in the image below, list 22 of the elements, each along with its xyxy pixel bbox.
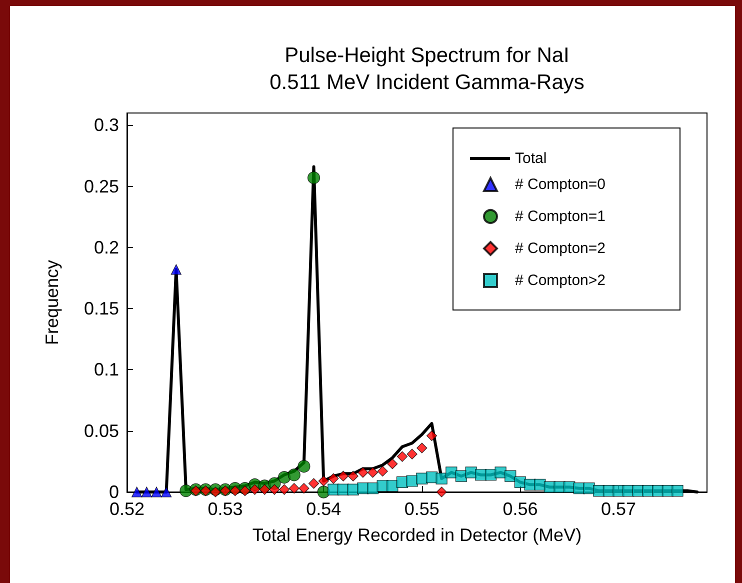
y-tick-label: 0.1 <box>94 360 119 380</box>
y-tick-label: 0.25 <box>84 176 119 196</box>
legend-label: # Compton>2 <box>515 272 606 289</box>
y-tick-label: 0.05 <box>84 420 119 441</box>
x-tick-label: 0.56 <box>502 499 538 519</box>
x-tick-label: 0.52 <box>109 499 145 519</box>
x-tick-label: 0.57 <box>601 499 636 519</box>
legend-label: Total <box>515 150 547 167</box>
legend-label: # Compton=0 <box>515 176 606 193</box>
legend-label: # Compton=1 <box>515 208 606 225</box>
legend-label: # Compton=2 <box>515 240 606 257</box>
chart-title: Pulse-Height Spectrum for NaI <box>284 44 570 67</box>
chart-subtitle: 0.511 MeV Incident Gamma-Rays <box>270 71 584 94</box>
y-tick-label: 0.15 <box>84 298 119 319</box>
y-axis-title: Frequency <box>42 260 62 346</box>
y-tick-label: 0 <box>108 482 119 502</box>
y-tick-label: 0.2 <box>94 237 119 258</box>
x-tick-label: 0.54 <box>306 499 342 519</box>
x-tick-label: 0.53 <box>208 499 243 519</box>
x-tick-label: 0.55 <box>404 499 440 519</box>
x-axis-title: Total Energy Recorded in Detector (MeV) <box>252 525 582 545</box>
y-tick-label: 0.3 <box>94 115 119 136</box>
